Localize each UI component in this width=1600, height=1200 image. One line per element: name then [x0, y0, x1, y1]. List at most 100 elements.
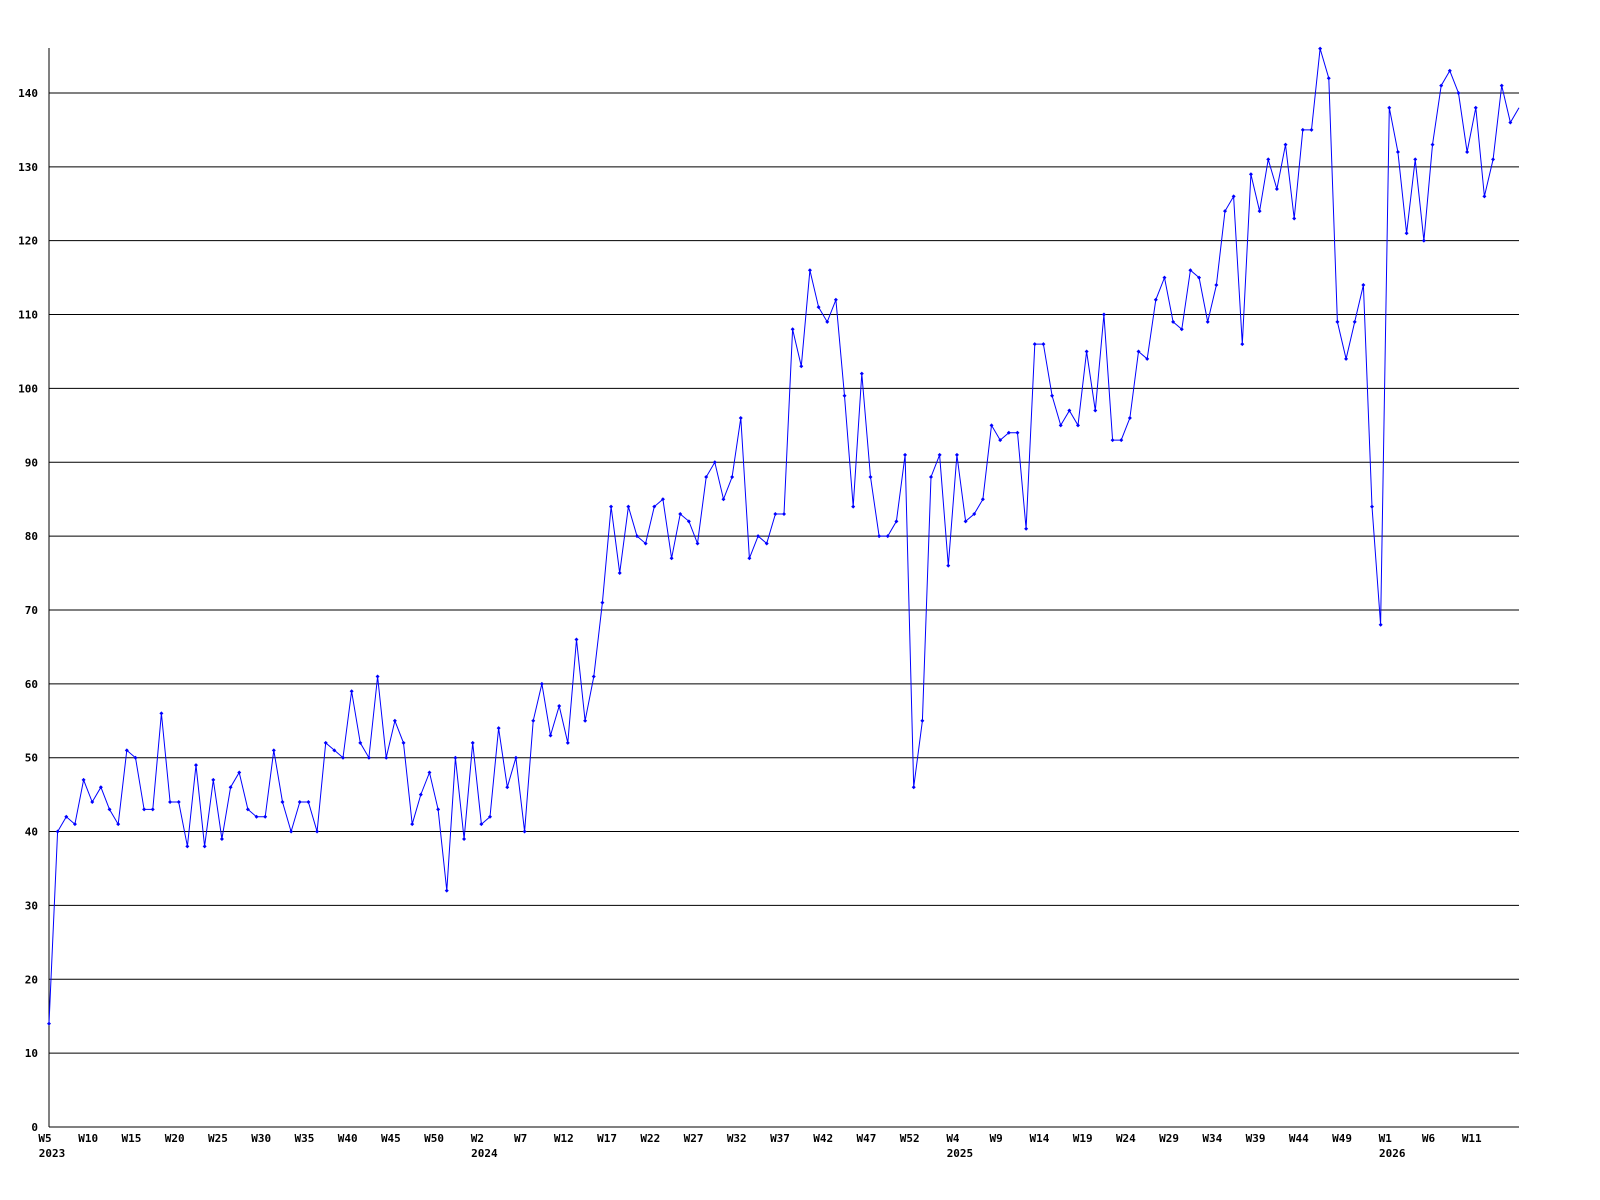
data-point — [1032, 342, 1037, 347]
data-point — [90, 800, 95, 805]
data-point — [557, 703, 562, 708]
data-point — [418, 792, 423, 797]
x-tick-label: W15 — [122, 1132, 142, 1145]
data-point — [954, 452, 959, 457]
y-tick-label: 60 — [25, 678, 38, 691]
data-point — [1421, 238, 1426, 243]
data-point — [1266, 157, 1271, 162]
data-point — [228, 785, 233, 790]
data-point — [1430, 142, 1435, 147]
x-tick-label: W1 — [1379, 1132, 1393, 1145]
data-point — [315, 829, 320, 834]
data-point — [297, 800, 302, 805]
data-point — [548, 733, 553, 738]
x-year-label: 2025 — [947, 1147, 974, 1160]
y-tick-label: 100 — [18, 382, 38, 395]
x-tick-label: W24 — [1116, 1132, 1136, 1145]
x-tick-label: W40 — [338, 1132, 358, 1145]
data-point — [756, 534, 761, 539]
data-point — [1439, 83, 1444, 88]
data-point — [392, 718, 397, 723]
data-point — [1145, 356, 1150, 361]
data-point — [738, 415, 743, 420]
data-point — [842, 393, 847, 398]
x-tick-label: W9 — [990, 1132, 1003, 1145]
data-point — [185, 844, 190, 849]
data-point — [1257, 209, 1262, 214]
data-point — [1197, 275, 1202, 280]
x-tick-label: W25 — [208, 1132, 228, 1145]
x-tick-label: W39 — [1246, 1132, 1266, 1145]
data-point — [81, 777, 86, 782]
data-point — [219, 836, 224, 841]
data-point — [591, 674, 596, 679]
data-point — [643, 541, 648, 546]
data-point — [833, 297, 838, 302]
x-year-label: 2023 — [39, 1147, 66, 1160]
x-tick-label: W34 — [1202, 1132, 1222, 1145]
data-point — [47, 1021, 51, 1026]
data-point — [1499, 83, 1504, 88]
data-point — [1110, 438, 1115, 443]
data-point — [168, 800, 173, 805]
x-tick-label: W12 — [554, 1132, 574, 1145]
data-point — [807, 268, 812, 273]
y-axis: 0 10 20 30 40 50 60 70 80 90 100 110 120 130 140 — [18, 48, 50, 1134]
data-point — [1378, 622, 1383, 627]
y-tick-label: 20 — [25, 973, 38, 986]
data-point — [980, 497, 985, 502]
data-point — [1136, 349, 1141, 354]
y-tick-label: 50 — [25, 752, 38, 765]
data-point — [245, 807, 250, 812]
data-point — [1127, 415, 1132, 420]
x-tick-label: W52 — [900, 1132, 920, 1145]
data-point — [1058, 423, 1063, 428]
data-point — [1370, 504, 1374, 509]
y-tick-label: 90 — [25, 456, 38, 469]
data-point — [539, 681, 544, 686]
data-point — [600, 600, 605, 605]
data-point — [194, 763, 198, 768]
data-point — [107, 807, 112, 812]
data-point — [617, 571, 622, 576]
data-point — [133, 755, 138, 760]
data-point — [885, 534, 890, 539]
data-point — [929, 475, 933, 480]
data-point — [1076, 423, 1080, 428]
x-year-label: 2024 — [471, 1147, 498, 1160]
data-point — [479, 822, 484, 827]
y-tick-label: 110 — [18, 309, 38, 322]
data-point — [998, 438, 1003, 443]
data-point — [1101, 312, 1106, 317]
x-tick-label: W35 — [294, 1132, 314, 1145]
data-point — [1344, 356, 1349, 361]
data-point — [1067, 408, 1072, 413]
x-tick-label: W42 — [813, 1132, 833, 1145]
data-point — [1300, 127, 1305, 132]
data-point — [686, 519, 691, 524]
data-point — [150, 807, 155, 812]
data-point — [436, 807, 441, 812]
x-tick-label: W10 — [78, 1132, 98, 1145]
x-tick-label: W30 — [251, 1132, 271, 1145]
x-tick-label: W20 — [165, 1132, 185, 1145]
data-point — [635, 534, 639, 539]
data-point — [894, 519, 899, 524]
data-point — [254, 814, 259, 819]
data-point — [358, 740, 363, 745]
data-point — [55, 829, 60, 834]
data-point — [1482, 194, 1487, 199]
data-point — [159, 711, 164, 716]
data-point — [1015, 430, 1020, 435]
x-tick-label: W45 — [381, 1132, 401, 1145]
x-tick-label: W6 — [1422, 1132, 1436, 1145]
x-tick-label: W29 — [1159, 1132, 1179, 1145]
data-point — [1473, 105, 1478, 110]
data-point — [911, 785, 916, 790]
data-point — [704, 475, 709, 480]
data-point — [764, 541, 769, 546]
data-point — [1153, 297, 1158, 302]
data-point — [825, 319, 830, 324]
data-point — [946, 563, 951, 568]
data-point — [963, 519, 968, 524]
